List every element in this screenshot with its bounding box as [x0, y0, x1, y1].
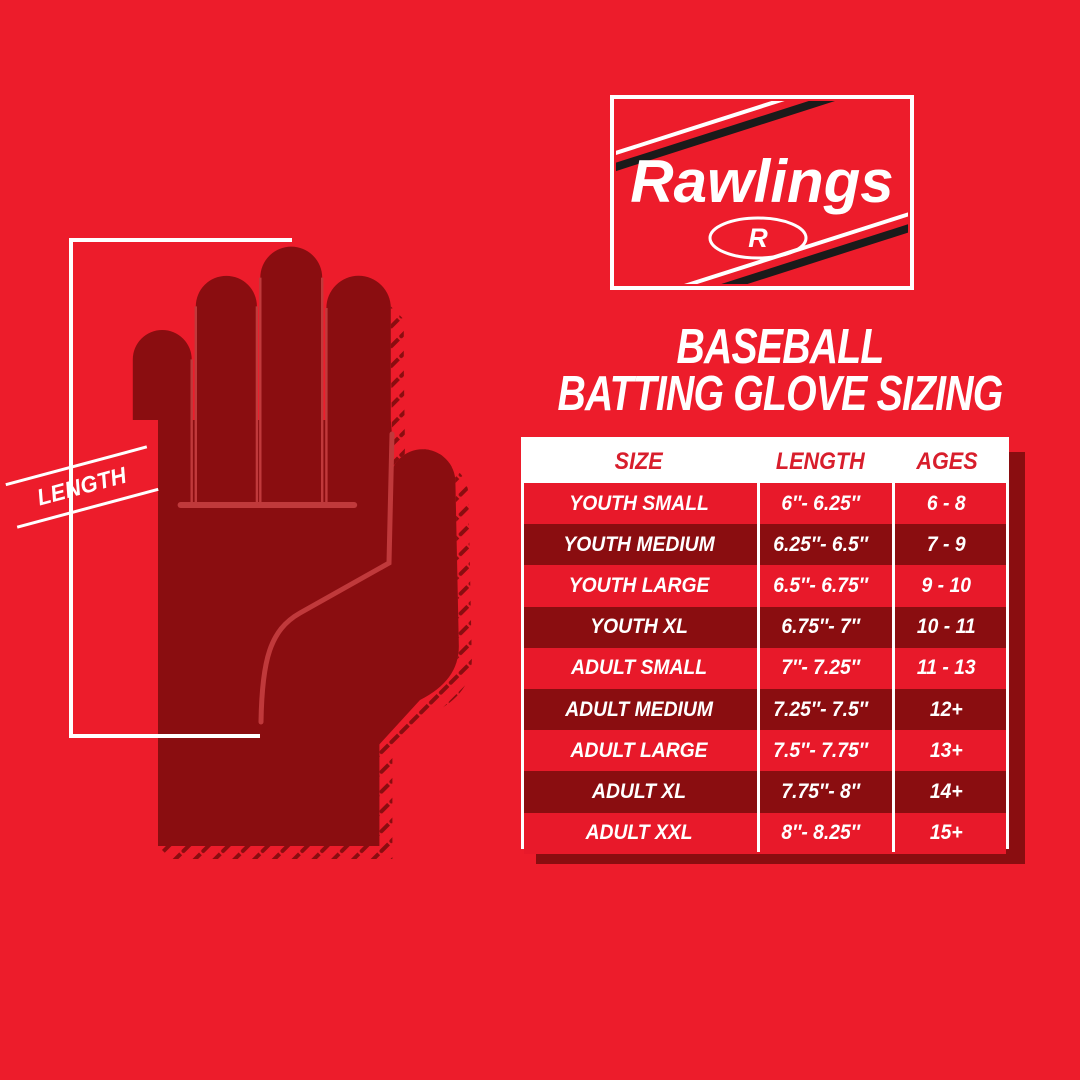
svg-text:Rawlings: Rawlings [630, 148, 893, 215]
svg-text:R: R [748, 223, 768, 253]
